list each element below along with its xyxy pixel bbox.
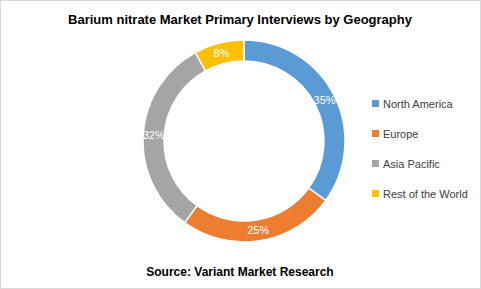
slices [143, 40, 345, 242]
slice [185, 188, 326, 242]
legend-item: North America [372, 98, 454, 110]
legend-item: Asia Pacific [372, 158, 440, 170]
legend-label: Asia Pacific [383, 158, 440, 170]
legend-swatch [372, 160, 379, 167]
legend-item: Europe [372, 128, 418, 140]
chart-title: Barium nitrate Market Primary Interviews… [68, 12, 413, 27]
legend-swatch [372, 130, 379, 137]
legend-item: Rest of the World [372, 188, 468, 200]
legend-label: Europe [383, 128, 418, 140]
chart-svg: Barium nitrate Market Primary Interviews… [0, 0, 481, 289]
data-labels: 35% 25% 32% 8% [143, 47, 336, 236]
legend-swatch [372, 190, 379, 197]
legend: North America Europe Asia Pacific Rest of t… [372, 98, 468, 200]
slice [244, 40, 345, 200]
slice [143, 52, 205, 222]
slice [195, 40, 244, 71]
data-label: 35% [314, 94, 336, 106]
data-label: 25% [247, 224, 269, 236]
legend-label: Rest of the World [383, 188, 468, 200]
data-label: 32% [143, 129, 165, 141]
source-note: Source: Variant Market Research [146, 265, 333, 279]
data-label: 8% [214, 47, 230, 59]
chart-border [1, 1, 481, 289]
legend-label: North America [383, 98, 454, 110]
legend-swatch [372, 100, 379, 107]
